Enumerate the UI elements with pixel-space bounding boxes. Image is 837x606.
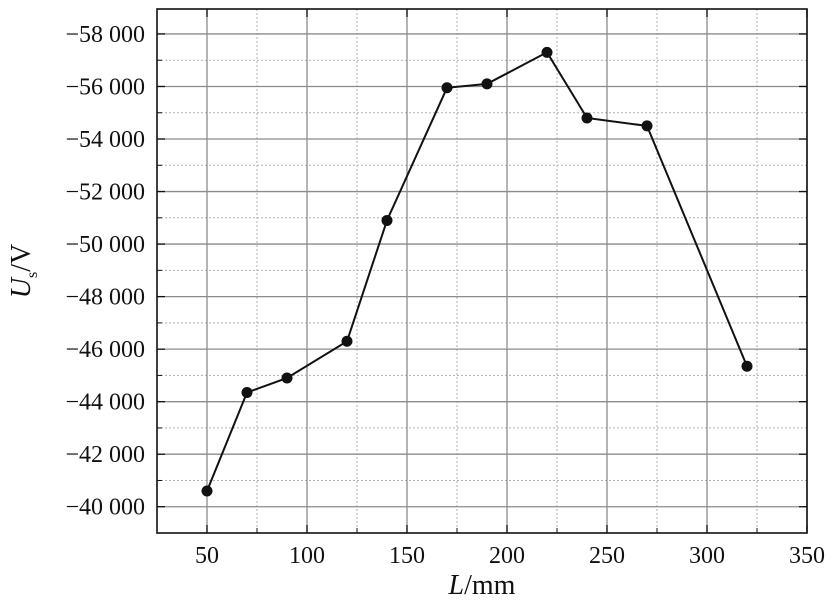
y-tick-labels: −40 000 −42 000 −44 000 −46 000 −48 000 −50 0… — [65, 22, 145, 521]
y-tick-label: −40 000 — [65, 495, 145, 521]
axis-ticks — [157, 9, 808, 533]
y-axis-unit: /V — [6, 244, 37, 272]
data-point — [341, 335, 353, 347]
x-tick-label: 300 — [689, 543, 725, 569]
x-tick-label: 100 — [289, 543, 325, 569]
y-tick-label: −54 000 — [65, 127, 145, 153]
grid-minor — [157, 9, 807, 533]
data-point — [481, 78, 493, 90]
y-tick-label: −42 000 — [65, 442, 145, 468]
data-point — [381, 214, 393, 226]
grid-major — [157, 9, 808, 533]
y-axis-symbol: U — [6, 276, 37, 298]
y-tick-label: −52 000 — [65, 180, 145, 206]
y-axis-title: Us/V — [6, 244, 41, 298]
series-line — [206, 50, 748, 492]
x-tick-label: 250 — [589, 543, 625, 569]
data-point — [741, 360, 753, 372]
y-tick-label: −58 000 — [65, 22, 145, 48]
data-point — [241, 386, 253, 398]
data-point — [541, 46, 553, 58]
y-axis-subscript: s — [24, 272, 41, 278]
x-tick-label: 50 — [195, 543, 219, 569]
x-tick-label: 350 — [789, 543, 825, 569]
x-axis-symbol: L — [448, 570, 465, 601]
data-point — [641, 120, 653, 132]
data-point — [581, 112, 593, 124]
data-point — [281, 372, 293, 384]
x-tick-labels: 50 100 150 200 250 300 350 — [195, 543, 825, 569]
plot-frame — [156, 8, 808, 534]
x-tick-label: 150 — [389, 543, 425, 569]
x-tick-label: 200 — [489, 543, 525, 569]
data-point — [441, 82, 453, 94]
data-point — [201, 485, 213, 497]
y-tick-label: −44 000 — [65, 390, 145, 416]
x-axis-unit: /mm — [464, 570, 516, 601]
x-axis-title: L/mm — [448, 570, 516, 601]
y-tick-label: −46 000 — [65, 337, 145, 363]
series-points — [201, 46, 753, 497]
y-tick-label: −56 000 — [65, 74, 145, 100]
y-tick-label: −48 000 — [65, 285, 145, 311]
y-tick-label: −50 000 — [65, 232, 145, 258]
